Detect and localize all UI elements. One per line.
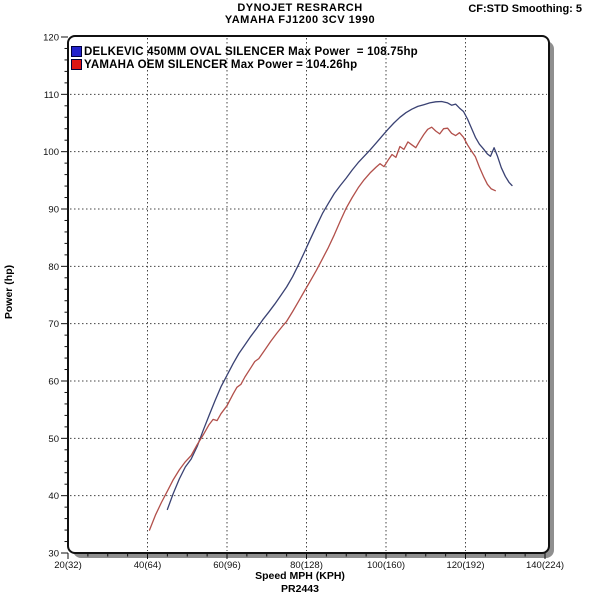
- y-tick-label: 80: [48, 262, 59, 273]
- x-tick-label: 20(32): [54, 560, 81, 571]
- chart-title: DYNOJET RESRARCH: [237, 2, 363, 14]
- power-curve-delkevic: [166, 100, 513, 511]
- x-axis-title: Speed MPH (KPH): [255, 570, 345, 582]
- x-tick-label: 80(128): [290, 560, 323, 571]
- smoothing-info: CF:STD Smoothing: 5: [468, 3, 582, 15]
- plot-frame: [67, 35, 550, 554]
- x-tick-label: 60(96): [213, 560, 240, 571]
- x-tick-label: 40(64): [134, 560, 161, 571]
- chart-legend: DELKEVIC 450MM OVAL SILENCER Max Power =…: [71, 45, 418, 71]
- y-tick-label: 30: [48, 549, 59, 560]
- y-axis-title: Power (hp): [3, 264, 15, 320]
- chart-footnote: PR2443: [281, 583, 319, 595]
- chart-header: DYNOJET RESRARCH YAMAHA FJ1200 3CV 1990: [0, 2, 600, 26]
- y-tick-label: 70: [48, 319, 59, 330]
- y-tick-label: 40: [48, 491, 59, 502]
- legend-swatch-red-icon: [71, 59, 82, 70]
- x-tick-label: 140(224): [526, 560, 564, 571]
- legend-swatch-blue-icon: [71, 46, 82, 57]
- x-tick-label: 120(192): [446, 560, 484, 571]
- legend-label-delkevic: DELKEVIC 450MM OVAL SILENCER Max Power =…: [84, 45, 418, 58]
- legend-item-yamaha-oem: YAMAHA OEM SILENCER Max Power = 104.26hp: [71, 58, 418, 71]
- legend-item-delkevic: DELKEVIC 450MM OVAL SILENCER Max Power =…: [71, 45, 418, 58]
- y-tick-label: 110: [44, 90, 59, 101]
- y-tick-label: 120: [43, 33, 59, 44]
- x-tick-label: 100(160): [367, 560, 405, 571]
- y-tick-label: 100: [43, 147, 59, 158]
- chart-subtitle: YAMAHA FJ1200 3CV 1990: [224, 14, 376, 26]
- y-tick-label: 50: [48, 434, 59, 445]
- y-tick-label: 60: [48, 377, 59, 388]
- power-curve-yamaha-oem: [148, 126, 496, 531]
- legend-label-yamaha-oem: YAMAHA OEM SILENCER Max Power = 104.26hp: [84, 58, 358, 71]
- y-tick-label: 90: [48, 205, 59, 216]
